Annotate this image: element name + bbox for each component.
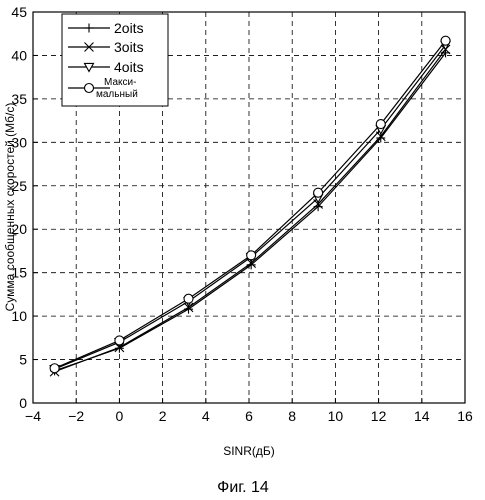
- data-point: [115, 336, 124, 345]
- legend-label: 2oits: [114, 20, 144, 36]
- x-tick-label: −4: [25, 408, 41, 424]
- y-tick-label: 5: [19, 352, 27, 368]
- legend-label: мальный: [96, 89, 138, 100]
- data-point: [314, 188, 323, 197]
- x-tick-label: 10: [328, 408, 344, 424]
- legend-label: 3oits: [114, 39, 144, 55]
- data-point: [50, 364, 59, 373]
- y-tick-label: 40: [11, 47, 27, 63]
- legend: 2oits 3oits 4oits Макси-мальный: [62, 14, 168, 106]
- figure-caption: Фиг. 14: [217, 479, 269, 496]
- x-tick-label: 0: [116, 408, 124, 424]
- x-tick-label: 6: [245, 408, 253, 424]
- x-tick-label: 14: [414, 408, 430, 424]
- x-tick-label: 4: [202, 408, 210, 424]
- legend-label: 4oits: [114, 59, 144, 75]
- x-tick-label: 2: [159, 408, 167, 424]
- data-point: [184, 294, 193, 303]
- x-tick-label: −2: [68, 408, 84, 424]
- y-axis-label: Сумма сообщенных скоростей (Мб/с): [3, 103, 17, 312]
- legend-label: Макси-: [104, 77, 136, 88]
- x-tick-label: 12: [371, 408, 387, 424]
- legend-marker: [85, 84, 94, 93]
- x-tick-label: 16: [457, 408, 473, 424]
- x-axis-label: SINR(дБ): [223, 444, 275, 458]
- data-point: [441, 36, 450, 45]
- y-tick-label: 45: [11, 4, 27, 20]
- data-point: [247, 251, 256, 260]
- data-point: [376, 120, 385, 129]
- y-tick-label: 0: [19, 395, 27, 411]
- x-tick-label: 8: [288, 408, 296, 424]
